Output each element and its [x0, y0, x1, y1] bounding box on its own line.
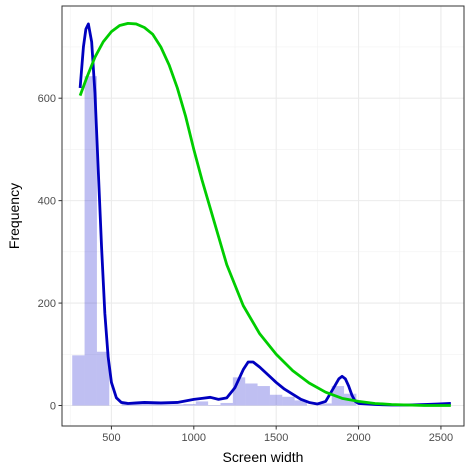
histogram-bar: [208, 405, 221, 406]
x-tick-label: 500: [102, 432, 120, 444]
histogram-bars: [72, 76, 357, 406]
density-line-1: [78, 22, 451, 407]
histogram-bar: [220, 402, 233, 406]
histogram-bar: [146, 403, 159, 406]
histogram-bar: [133, 403, 147, 406]
y-tick-label: 400: [38, 196, 56, 208]
histogram-bar: [319, 403, 332, 406]
panel-background: [62, 6, 464, 426]
histogram-bar: [195, 401, 209, 406]
x-tick-label: 2500: [429, 432, 453, 444]
histogram-bar: [269, 394, 283, 406]
minor-gridlines: [62, 6, 464, 426]
x-axis-ticks: 500 1000 1500 2000 2500: [102, 426, 453, 444]
histogram-bar: [183, 403, 196, 406]
histogram-bar: [171, 404, 184, 406]
histogram-bar: [282, 396, 295, 406]
histogram-bar: [96, 351, 110, 406]
y-axis-ticks: 0 200 400 600: [38, 93, 62, 413]
density-lines: [78, 22, 451, 407]
y-tick-label: 600: [38, 93, 56, 105]
x-tick-label: 1500: [264, 432, 288, 444]
y-axis-title: Frequency: [6, 183, 22, 249]
histogram-bar: [72, 355, 85, 406]
histogram-bar: [84, 76, 97, 406]
density-line-2: [78, 22, 451, 407]
major-gridlines: [62, 6, 464, 426]
histogram-bar: [294, 400, 307, 406]
x-axis-title: Screen width: [223, 449, 304, 465]
y-tick-label: 200: [38, 298, 56, 310]
panel-border: [61, 5, 465, 427]
histogram-bar: [158, 404, 172, 406]
x-tick-label: 2000: [346, 432, 370, 444]
histogram-bar: [245, 383, 258, 406]
y-tick-label: 0: [50, 401, 56, 413]
x-tick-label: 1000: [182, 432, 206, 444]
histogram-bar: [257, 386, 270, 406]
